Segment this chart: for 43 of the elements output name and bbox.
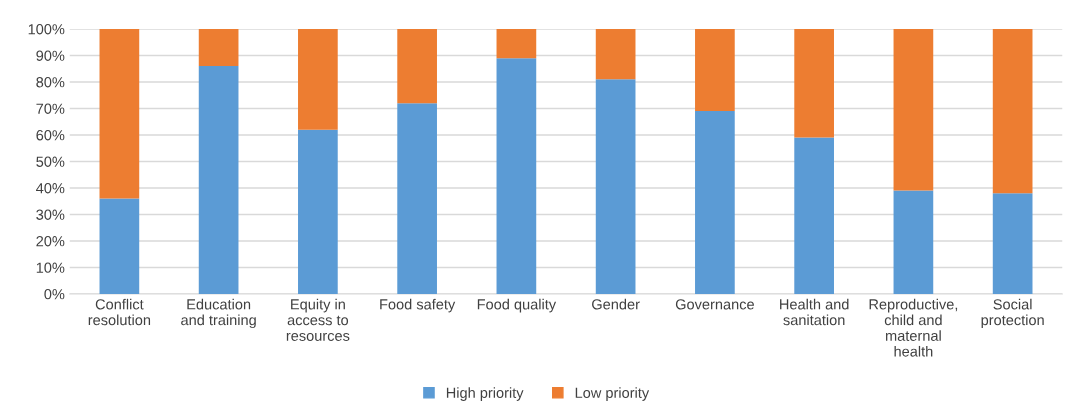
bar bbox=[595, 28, 636, 80]
bar bbox=[695, 111, 735, 294]
x-tick-label: Gender bbox=[592, 298, 640, 310]
bar bbox=[496, 28, 537, 59]
y-tick-label: 30% bbox=[36, 209, 65, 220]
bar bbox=[298, 129, 338, 294]
y-tick-label: 40% bbox=[36, 183, 65, 194]
bar bbox=[298, 28, 338, 130]
bar bbox=[992, 28, 1033, 194]
x-tick-label: Health and sanitation bbox=[780, 298, 849, 326]
bar bbox=[695, 28, 735, 112]
bar bbox=[198, 28, 239, 67]
y-tick-label: 50% bbox=[36, 156, 65, 167]
y-tick-label: 10% bbox=[36, 262, 65, 273]
x-tick-label: Conflict resolution bbox=[88, 298, 151, 326]
x-tick-label: Governance bbox=[675, 299, 754, 310]
bar bbox=[198, 66, 239, 294]
y-tick-label: 60% bbox=[36, 130, 65, 141]
bar bbox=[794, 137, 834, 294]
bar bbox=[794, 28, 834, 138]
x-tick-label: Food quality bbox=[477, 298, 557, 313]
bar bbox=[496, 58, 537, 294]
y-tick-label: 80% bbox=[36, 77, 65, 88]
bar bbox=[893, 28, 934, 191]
bar bbox=[397, 28, 437, 104]
bar bbox=[397, 103, 437, 294]
bar bbox=[99, 28, 140, 199]
y-tick-label: 0% bbox=[44, 289, 65, 300]
x-tick-label: Reproductive, child and maternal health bbox=[869, 298, 958, 357]
x-tick-label: Education and training bbox=[181, 298, 256, 329]
x-tick-label: Social protection bbox=[981, 298, 1044, 329]
bar bbox=[893, 190, 934, 294]
y-tick-label: 70% bbox=[36, 103, 65, 114]
legend-label: Low priority bbox=[575, 387, 650, 401]
y-tick-label: 20% bbox=[36, 236, 65, 247]
x-tick-label: Food safety bbox=[380, 298, 456, 313]
legend-label: High priority bbox=[446, 387, 524, 401]
bar bbox=[992, 193, 1033, 294]
bar bbox=[595, 79, 636, 294]
y-tick-label: 100% bbox=[28, 24, 65, 35]
y-tick-label: 90% bbox=[36, 50, 65, 61]
x-tick-label: Equity in access to resources bbox=[286, 298, 350, 341]
bar bbox=[99, 198, 140, 294]
